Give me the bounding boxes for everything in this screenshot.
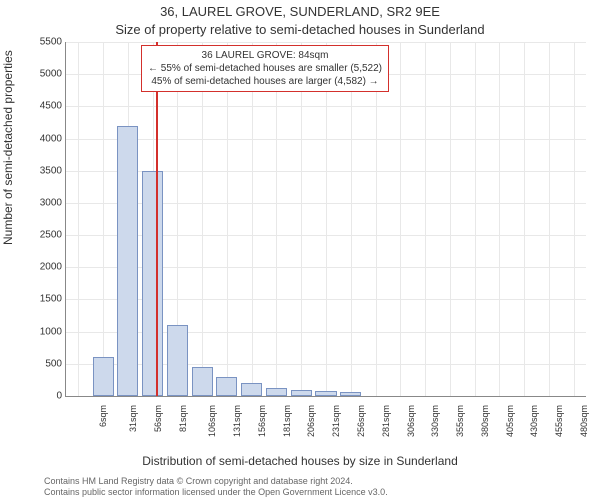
x-tick-label: 156sqm [257, 405, 267, 437]
y-tick-label: 5500 [22, 37, 62, 48]
gridline-v [425, 42, 426, 396]
histogram-bar [291, 390, 312, 396]
x-tick-label: 430sqm [529, 405, 539, 437]
annotation-property: 36 LAUREL GROVE: 84sqm [148, 49, 382, 62]
y-tick-label: 2000 [22, 262, 62, 273]
gridline-v [103, 42, 104, 396]
x-tick-label: 380sqm [480, 405, 490, 437]
gridline-v [549, 42, 550, 396]
histogram-bar [93, 357, 114, 396]
annotation-smaller: ← 55% of semi-detached houses are smalle… [148, 62, 382, 75]
attribution-text: Contains HM Land Registry data © Crown c… [44, 476, 388, 499]
gridline-v [450, 42, 451, 396]
gridline-v [400, 42, 401, 396]
x-tick-label: 306sqm [406, 405, 416, 437]
histogram-bar [167, 325, 188, 396]
x-tick-label: 206sqm [307, 405, 317, 437]
y-tick-label: 4000 [22, 133, 62, 144]
y-tick-label: 500 [22, 358, 62, 369]
gridline-v [227, 42, 228, 396]
property-annotation-box: 36 LAUREL GROVE: 84sqm← 55% of semi-deta… [141, 45, 389, 92]
chart-title-address: 36, LAUREL GROVE, SUNDERLAND, SR2 9EE [0, 4, 600, 19]
x-tick-label: 281sqm [381, 405, 391, 437]
y-tick-label: 5000 [22, 69, 62, 80]
chart-title-description: Size of property relative to semi-detach… [0, 22, 600, 37]
gridline-v [326, 42, 327, 396]
x-tick-label: 31sqm [128, 405, 138, 432]
gridline-v [276, 42, 277, 396]
property-marker-line [156, 42, 158, 396]
property-size-chart: 36, LAUREL GROVE, SUNDERLAND, SR2 9EE Si… [0, 0, 600, 500]
x-tick-label: 231sqm [331, 405, 341, 437]
x-tick-label: 131sqm [232, 405, 242, 437]
y-axis-label: Number of semi-detached properties [1, 50, 15, 245]
x-tick-label: 256sqm [356, 405, 366, 437]
annotation-larger: 45% of semi-detached houses are larger (… [148, 75, 382, 88]
attribution-line-2: Contains public sector information licen… [44, 487, 388, 498]
x-tick-label: 56sqm [153, 405, 163, 432]
x-tick-label: 181sqm [282, 405, 292, 437]
gridline-v [499, 42, 500, 396]
gridline-v [301, 42, 302, 396]
y-tick-label: 1500 [22, 294, 62, 305]
gridline-v [524, 42, 525, 396]
histogram-bar [241, 383, 262, 396]
histogram-bar [266, 388, 287, 396]
y-tick-label: 3500 [22, 165, 62, 176]
histogram-bar [340, 392, 361, 396]
histogram-bar [192, 367, 213, 396]
gridline-v [475, 42, 476, 396]
gridline-v [78, 42, 79, 396]
gridline-v [376, 42, 377, 396]
x-tick-label: 106sqm [207, 405, 217, 437]
y-tick-label: 2500 [22, 230, 62, 241]
histogram-bar [117, 126, 138, 396]
gridline-v [351, 42, 352, 396]
gridline-v [202, 42, 203, 396]
histogram-bar [315, 391, 336, 396]
plot-area: 0500100015002000250030003500400045005000… [65, 42, 586, 397]
y-tick-label: 3000 [22, 197, 62, 208]
y-tick-label: 1000 [22, 326, 62, 337]
gridline-v [574, 42, 575, 396]
x-tick-label: 405sqm [505, 405, 515, 437]
x-tick-label: 6sqm [98, 405, 108, 427]
histogram-bar [142, 171, 163, 396]
x-tick-label: 480sqm [579, 405, 589, 437]
x-axis-label: Distribution of semi-detached houses by … [0, 454, 600, 468]
gridline-v [252, 42, 253, 396]
histogram-bar [216, 377, 237, 396]
x-tick-label: 455sqm [554, 405, 564, 437]
y-tick-label: 0 [22, 391, 62, 402]
x-tick-label: 355sqm [455, 405, 465, 437]
x-tick-label: 81sqm [178, 405, 188, 432]
y-tick-label: 4500 [22, 101, 62, 112]
x-tick-label: 330sqm [430, 405, 440, 437]
attribution-line-1: Contains HM Land Registry data © Crown c… [44, 476, 388, 487]
